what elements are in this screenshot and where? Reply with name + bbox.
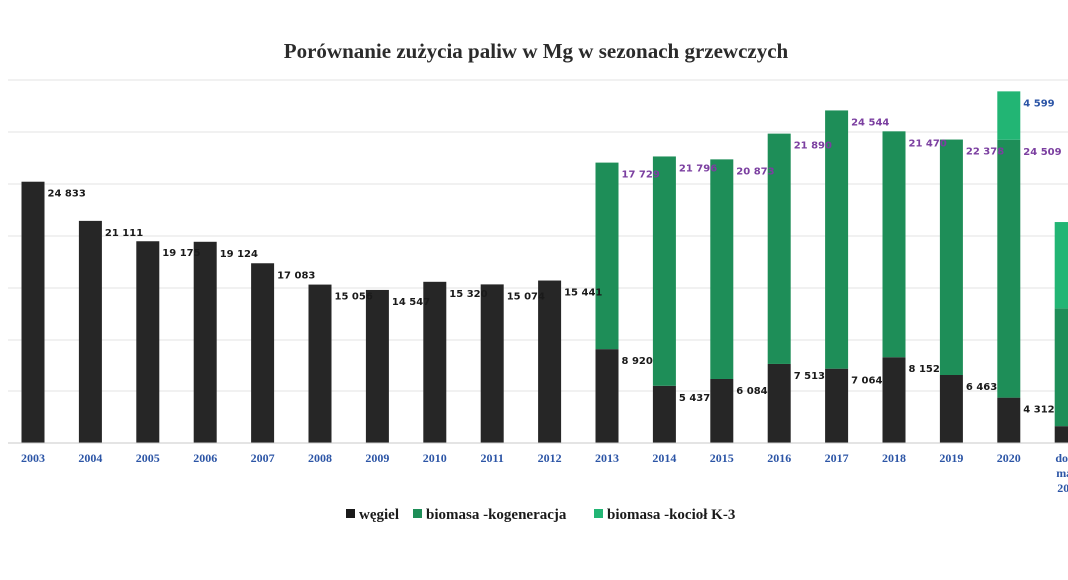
data-label: 8 920	[622, 356, 653, 367]
bar-kociol-k3	[1054, 222, 1068, 309]
bar-wegiel	[423, 281, 447, 443]
bar-wegiel	[480, 284, 504, 443]
x-tick-label: 2011	[481, 451, 504, 465]
data-label: 19 124	[220, 249, 258, 260]
bar-wegiel	[251, 263, 275, 443]
data-label: 6 463	[966, 382, 997, 393]
bar-wegiel	[939, 374, 963, 443]
bar-wegiel	[78, 220, 102, 443]
bar-wegiel	[767, 363, 791, 443]
x-tick-label: 2003	[21, 451, 45, 465]
bar-wegiel	[652, 385, 676, 443]
data-label: 24 544	[851, 117, 889, 128]
x-tick-label: 2004	[78, 451, 102, 465]
bar-kogeneracja	[595, 162, 619, 350]
bar-kogeneracja	[939, 139, 963, 375]
bar-kogeneracja	[652, 156, 676, 386]
gridlines	[8, 79, 1068, 392]
legend-swatch	[413, 509, 422, 518]
x-tick-label: 2010	[423, 451, 447, 465]
legend: węgiel biomasa -kogeneracja biomasa -kocio…	[346, 507, 735, 523]
data-label: 17 083	[277, 270, 315, 281]
x-axis-ticks: 2003 2004 2005 2006 2007 2008 2009 2010 2011 2012…	[21, 451, 1068, 495]
x-tick-label: 2019	[939, 451, 963, 465]
data-label: 15 441	[564, 288, 602, 299]
legend-label: biomasa -kogeneracja	[426, 507, 567, 523]
data-label: 19 175	[162, 248, 200, 259]
data-label: 14 547	[392, 297, 430, 308]
bar-kogeneracja	[882, 131, 906, 358]
data-label: 21 470	[909, 138, 947, 149]
data-label: 7 513	[794, 371, 825, 382]
data-label: 24 509	[1023, 147, 1061, 158]
bar-wegiel	[997, 397, 1021, 443]
bar-kogeneracja	[767, 133, 791, 364]
data-label: 8 152	[909, 364, 940, 375]
bar-wegiel	[825, 368, 849, 443]
data-label: 17 729	[622, 170, 660, 181]
x-tick-label: 2005	[136, 451, 160, 465]
x-tick-label: 2007	[251, 451, 275, 465]
data-label: 15 074	[507, 291, 545, 302]
bar-kogeneracja	[825, 110, 849, 369]
data-label: 5 437	[679, 393, 710, 404]
x-tick-label: 2016	[767, 451, 791, 465]
data-label: 6 084	[736, 386, 767, 397]
x-tick-label: do 1maj202	[1055, 451, 1068, 495]
x-tick-label: 2018	[882, 451, 906, 465]
x-tick-label: 2012	[538, 451, 562, 465]
bars	[21, 91, 1068, 443]
chart-title: Porównanie zużycia paliw w Mg w sezonach…	[284, 39, 789, 63]
x-tick-label: 2014	[652, 451, 676, 465]
data-label: 22 378	[966, 147, 1004, 158]
data-label: 7 064	[851, 376, 882, 387]
data-label: 21 111	[105, 228, 143, 239]
data-label: 4 599	[1023, 98, 1054, 109]
bar-kogeneracja	[1054, 308, 1068, 427]
data-labels: 24 833 21 111 19 175 19 124 17 083 15 056 14 5…	[48, 98, 1062, 415]
bar-wegiel	[710, 378, 734, 443]
bar-kociol-k3	[997, 91, 1021, 140]
data-label: 20 873	[736, 166, 774, 177]
x-tick-label: 2008	[308, 451, 332, 465]
legend-swatch	[594, 509, 603, 518]
legend-label: biomasa -kocioł K-3	[607, 507, 735, 523]
data-label: 24 833	[48, 189, 86, 200]
x-tick-label: 2013	[595, 451, 619, 465]
bar-wegiel	[308, 284, 332, 443]
bar-kogeneracja	[997, 139, 1021, 398]
bar-wegiel	[21, 181, 45, 443]
bar-wegiel	[136, 241, 160, 443]
bar-wegiel	[365, 289, 389, 443]
legend-swatch	[346, 509, 355, 518]
x-tick-label: 2006	[193, 451, 217, 465]
bar-wegiel	[882, 357, 906, 443]
x-tick-label: 2020	[997, 451, 1021, 465]
data-label: 15 056	[335, 292, 373, 303]
data-label: 15 320	[449, 289, 487, 300]
x-tick-label: 2017	[825, 451, 849, 465]
data-label: 4 312	[1023, 405, 1054, 416]
bar-wegiel	[538, 280, 562, 443]
x-tick-label: 2015	[710, 451, 734, 465]
data-label: 21 796	[679, 163, 717, 174]
legend-label: węgiel	[359, 507, 399, 523]
bar-wegiel	[1054, 426, 1068, 443]
x-tick-label: 2009	[365, 451, 389, 465]
bar-wegiel	[595, 349, 619, 443]
bar-wegiel	[193, 241, 217, 443]
data-label: 21 890	[794, 141, 832, 152]
bar-kogeneracja	[710, 159, 734, 379]
